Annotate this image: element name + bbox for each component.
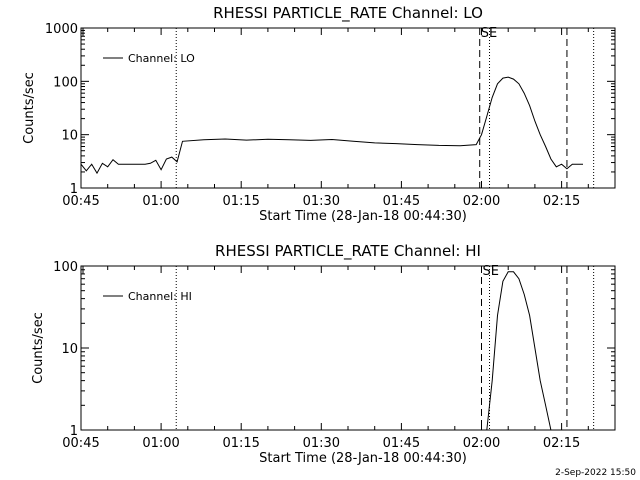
- x-tick-label: 01:30: [303, 436, 340, 451]
- x-tick-label: 01:15: [222, 436, 259, 451]
- x-tick-label: 02:15: [543, 194, 580, 209]
- lo-channel-plot: RHESSI PARTICLE_RATE Channel: LO 00:45 01:…: [22, 4, 616, 224]
- legend-label: Channel: HI: [128, 290, 192, 303]
- y-tick-label: 1: [70, 424, 78, 439]
- x-tick-label: 01:45: [383, 436, 420, 451]
- x-axis-label: Start Time (28-Jan-18 00:44:30): [259, 209, 467, 224]
- se-annotation: SE: [483, 264, 499, 279]
- x-tick-label: 00:45: [62, 436, 99, 451]
- x-tick-label: 01:00: [142, 194, 179, 209]
- se-annotation: SE: [481, 26, 497, 41]
- hi-channel-plot: RHESSI PARTICLE_RATE Channel: HI 00:45 01:…: [31, 242, 616, 466]
- y-tick-label: 100: [53, 260, 78, 275]
- x-tick-label: 01:15: [222, 194, 259, 209]
- x-tick-label: 01:00: [142, 436, 179, 451]
- x-tick-label: 01:30: [303, 194, 340, 209]
- x-tick-label: 02:00: [463, 194, 500, 209]
- y-tick-label: 1000: [45, 22, 78, 37]
- x-tick-label: 02:00: [463, 436, 500, 451]
- y-tick-label: 1: [70, 182, 78, 197]
- data-series-line: [486, 271, 552, 431]
- chart-title: RHESSI PARTICLE_RATE Channel: HI: [215, 242, 481, 261]
- data-series-line: [80, 76, 583, 175]
- x-axis-label: Start Time (28-Jan-18 00:44:30): [259, 451, 467, 466]
- y-axis-label: Counts/sec: [31, 312, 46, 384]
- x-tick-label: 01:45: [383, 194, 420, 209]
- footer-timestamp: 2-Sep-2022 15:50: [555, 468, 636, 478]
- x-tick-label: 02:15: [543, 436, 580, 451]
- x-tick-label: 00:45: [62, 194, 99, 209]
- y-tick-label: 100: [53, 75, 78, 90]
- legend-label: Channel: LO: [128, 52, 195, 65]
- y-tick-label: 10: [61, 129, 78, 144]
- chart-title: RHESSI PARTICLE_RATE Channel: LO: [213, 4, 483, 23]
- y-tick-label: 10: [61, 342, 78, 357]
- y-axis-label: Counts/sec: [22, 72, 37, 144]
